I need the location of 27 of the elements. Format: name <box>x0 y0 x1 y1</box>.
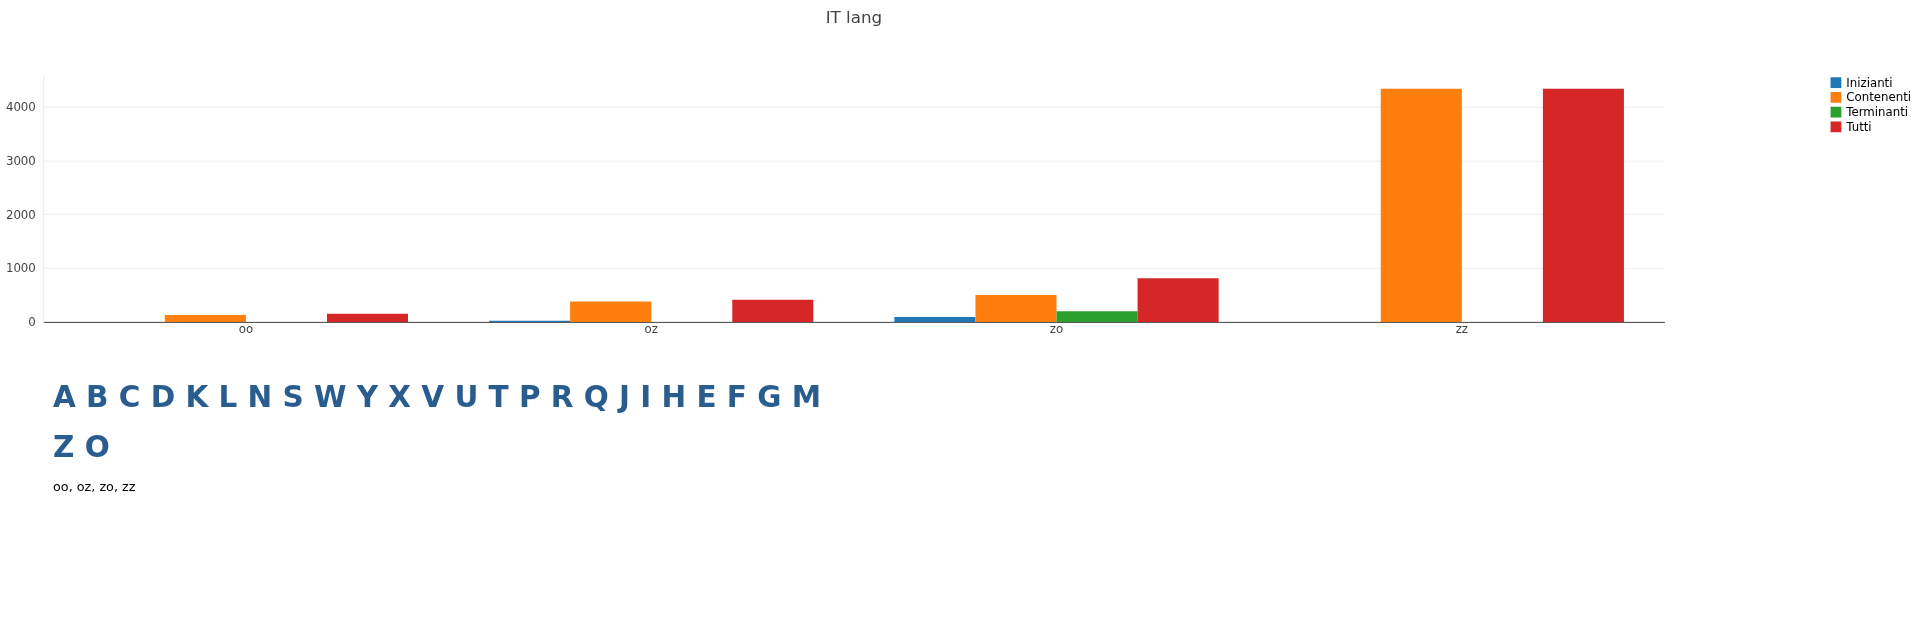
bar <box>326 313 409 322</box>
x-tick-label: oo <box>238 322 254 337</box>
bar <box>164 314 246 322</box>
legend-label: Inizianti <box>1846 75 1893 90</box>
y-tick-label: 3000 <box>5 153 36 168</box>
y-tick-label: 2000 <box>5 207 36 222</box>
text: oo, oz, zo, zz <box>53 478 136 494</box>
bar <box>975 294 1057 322</box>
bar <box>570 301 652 322</box>
x-tick-label: oz <box>644 322 658 337</box>
y-tick-label: 1000 <box>5 261 36 276</box>
x-tick-label: zz <box>1455 322 1469 337</box>
bar <box>1542 88 1624 322</box>
bar <box>732 299 814 322</box>
y-tick-label: 4000 <box>5 99 36 114</box>
text: Z O <box>53 429 110 464</box>
bar <box>894 317 976 322</box>
chart-title: IT lang <box>825 7 883 28</box>
legend-label: Terminanti <box>1845 105 1909 120</box>
bar <box>1380 88 1462 322</box>
bar <box>1137 278 1219 322</box>
legend-label: Contenenti <box>1846 90 1912 105</box>
x-tick-label: zo <box>1049 322 1064 337</box>
text: A B C D K L N S W Y X V U T P R Q J I H E F G M <box>53 380 821 415</box>
y-tick-label: 0 <box>28 315 36 330</box>
legend-label: Tutti <box>1845 119 1872 134</box>
bar <box>1056 311 1138 322</box>
